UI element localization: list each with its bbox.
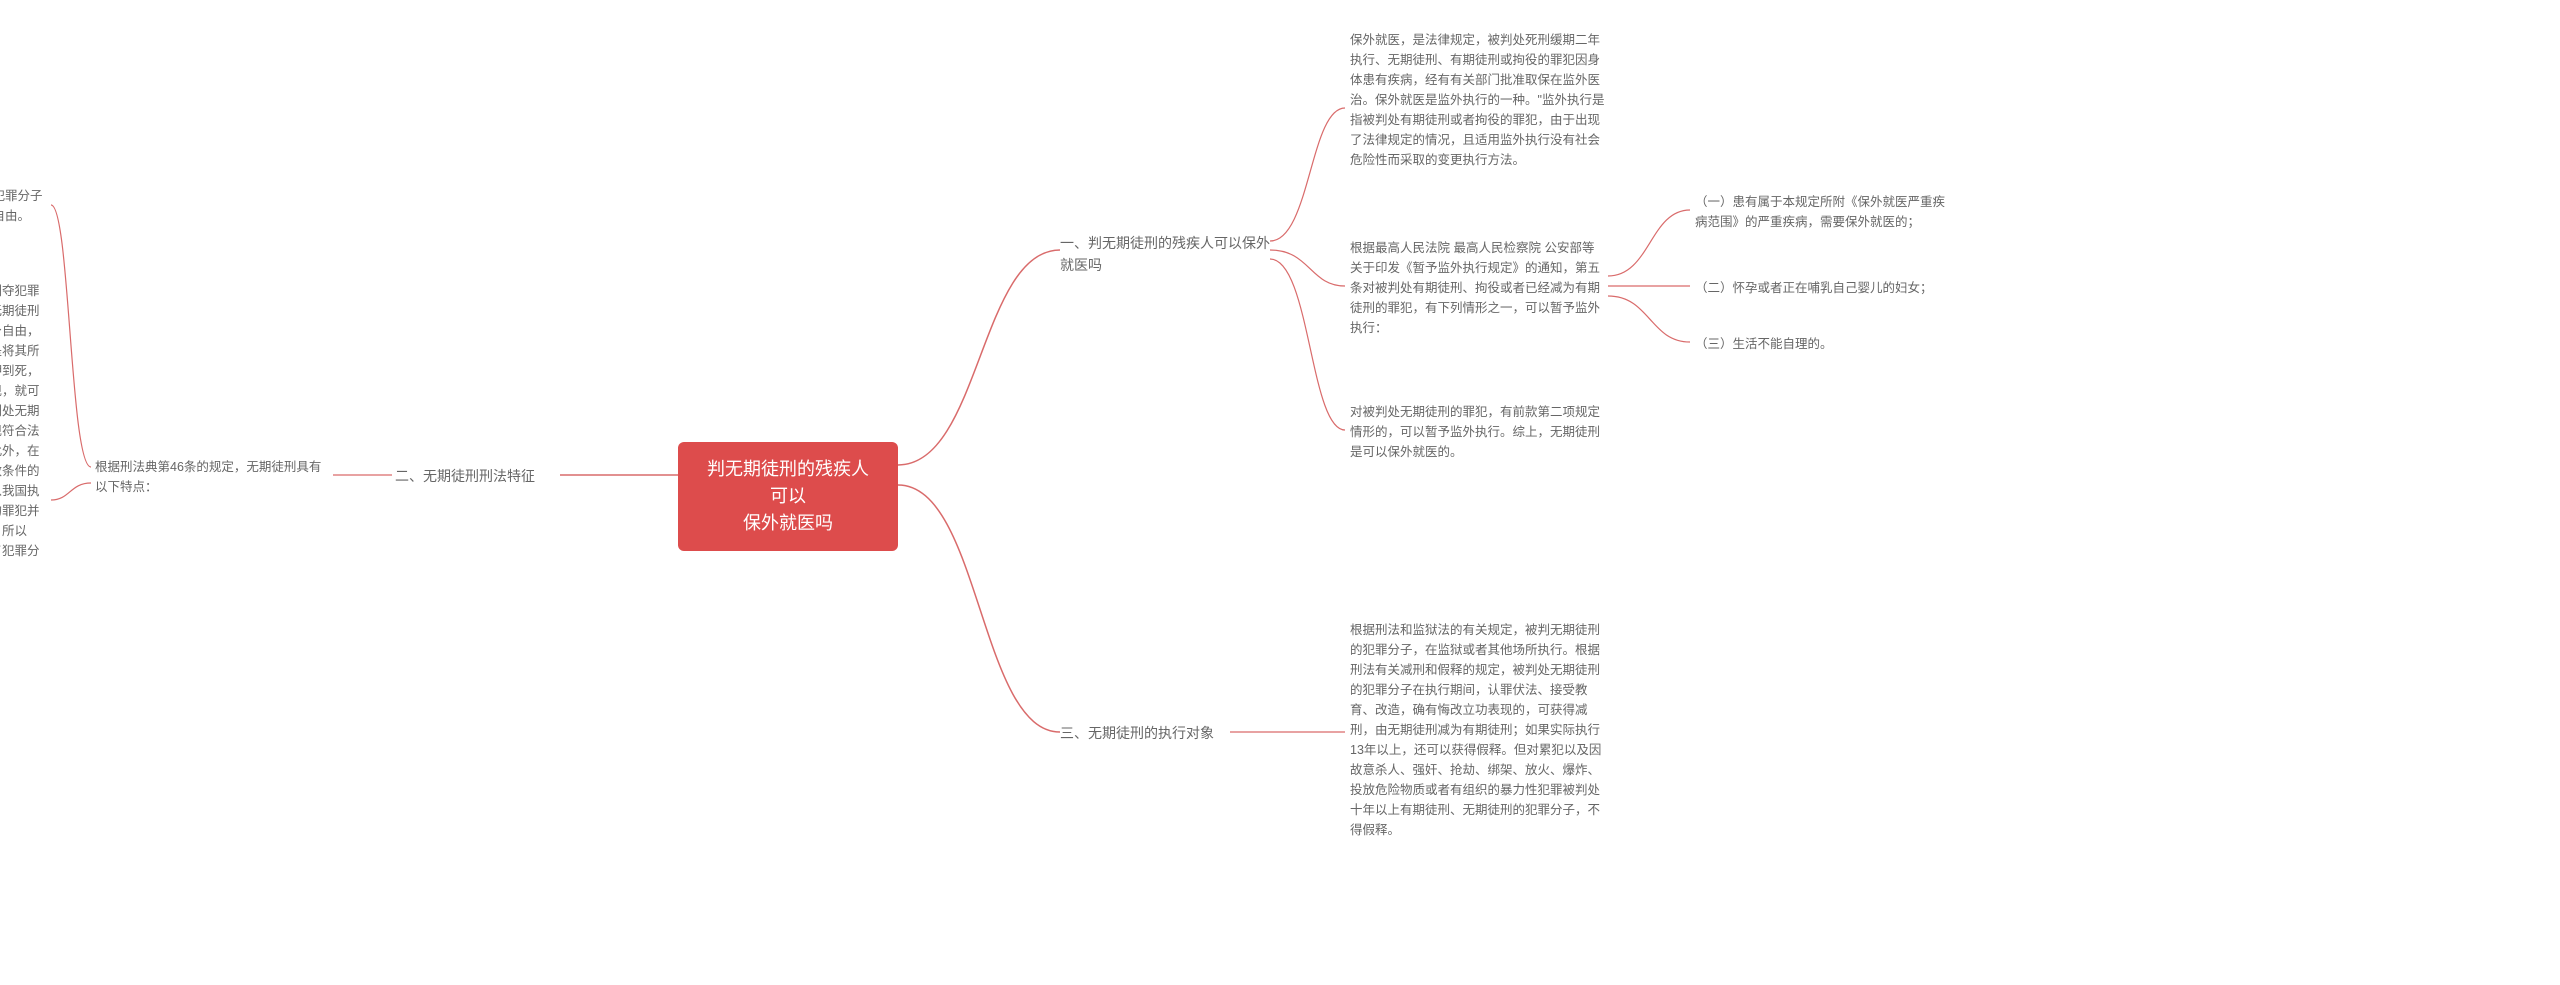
connector-lines	[0, 0, 2560, 985]
branch-2-leaf-1-sub-2: （二）剥夺自由是没有期限的，即剥夺犯罪分子的终身自由。需要指出的是，无期徒刑虽然…	[0, 281, 50, 581]
branch-1-leaf-2-sub-1: （一）患有属于本规定所附《保外就医严重疾病范围》的严重疾病，需要保外就医的；	[1695, 192, 1955, 232]
branch-1: 一、判无期徒刑的残疾人可以保外就医吗	[1060, 232, 1270, 277]
root-node: 判无期徒刑的残疾人可以 保外就医吗	[678, 442, 898, 551]
branch-1-leaf-2-sub-2: （二）怀孕或者正在哺乳自己婴儿的妇女；	[1695, 278, 1955, 298]
branch-1-leaf-1: 保外就医，是法律规定，被判处死刑缓期二年执行、无期徒刑、有期徒刑或拘役的罪犯因身…	[1350, 30, 1605, 170]
branch-3-leaf-1: 根据刑法和监狱法的有关规定，被判无期徒刑的犯罪分子，在监狱或者其他场所执行。根据…	[1350, 620, 1605, 840]
branch-1-leaf-2-sub-3: （三）生活不能自理的。	[1695, 334, 1955, 354]
branch-3: 三、无期徒刑的执行对象	[1060, 722, 1230, 744]
branch-1-leaf-3: 对被判处无期徒刑的罪犯，有前款第二项规定情形的，可以暂予监外执行。综上，无期徒刑…	[1350, 402, 1605, 462]
branch-2-leaf-1: 根据刑法典第46条的规定，无期徒刑具有以下特点：	[95, 457, 333, 497]
branch-2: 二、无期徒刑刑法特征	[395, 465, 560, 487]
branch-2-title: 二、无期徒刑刑法特征	[395, 468, 535, 484]
branch-1-title: 一、判无期徒刑的残疾人可以保外就医吗	[1060, 235, 1270, 273]
root-title-1: 判无期徒刑的残疾人可以	[707, 459, 869, 506]
branch-2-leaf-1-sub-1: （一）剥夺犯罪分子的自由。即将犯罪分子关押在一定的场所，使其没有人身自由。	[0, 186, 50, 226]
root-title-2: 保外就医吗	[743, 513, 833, 533]
branch-3-title: 三、无期徒刑的执行对象	[1060, 725, 1214, 741]
branch-1-leaf-2: 根据最高人民法院 最高人民检察院 公安部等关于印发《暂予监外执行规定》的通知，第…	[1350, 238, 1605, 338]
